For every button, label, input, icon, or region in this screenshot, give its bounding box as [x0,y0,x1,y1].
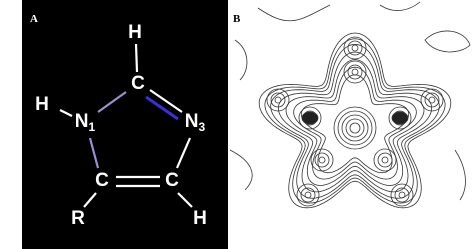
panel-label: B [233,13,241,25]
panel-label: A [30,13,38,25]
bond [134,43,139,73]
contour-line [428,96,436,104]
atom: N1 [75,111,96,134]
contour-line [388,106,412,130]
contour-line [304,191,312,199]
contour-line [345,118,365,138]
contour-line [314,152,330,168]
atom-subscript: 3 [199,120,206,134]
contour-line [381,156,389,164]
atom: H [193,208,207,229]
contour-line [390,183,414,207]
contour-line [424,92,440,108]
contour-line [424,30,471,53]
contour-line [351,68,359,76]
contour-line [347,64,363,80]
contour-line [373,148,397,172]
contour-line [258,32,452,209]
atom: N3 [185,111,206,134]
contour-line [347,40,363,56]
contour-line [300,74,410,174]
contour-line [278,51,432,193]
contour-line [391,111,409,125]
contour-line [229,149,253,191]
contour-line [270,92,286,108]
contour-line [454,149,466,201]
atom: H [35,94,49,115]
bond [83,192,97,208]
atom: C [165,170,179,191]
bond [88,137,100,169]
atom-symbol: N [75,111,89,132]
contour-line [285,59,425,186]
contour-line [296,183,320,207]
bond [177,192,193,208]
contour-line [270,43,440,199]
atom: C [131,73,145,94]
contour-line [351,44,359,52]
contour-line [341,114,369,142]
atom: H [128,22,142,43]
contour-line [298,106,322,130]
atom: C [95,170,109,191]
contour-line [310,148,334,172]
contour-line [337,110,373,146]
bond [175,137,192,169]
contour-line [266,88,290,112]
contour-line [318,156,326,164]
contour-plot [229,1,471,209]
contour-line [264,38,446,204]
bond [149,89,183,113]
contour-line [234,39,248,81]
atom-subscript: 1 [89,120,96,134]
bond [97,91,127,113]
bond [59,109,73,117]
panel-a-background [22,0,228,249]
contour-line [343,60,367,84]
contour-line [379,1,421,11]
contour-line [377,152,393,168]
contour-line [257,4,331,22]
contour-line [301,111,319,125]
atom: R [71,208,85,229]
contour-line [343,36,367,60]
bonds [59,43,193,208]
contour-line [274,96,282,104]
contour-line [420,88,444,112]
atom-symbol: N [185,111,199,132]
contour-line [333,106,377,150]
contour-line [398,191,406,199]
contour-line [394,187,410,203]
contour-line [349,122,361,134]
contour-line [300,187,316,203]
bond [145,95,179,121]
